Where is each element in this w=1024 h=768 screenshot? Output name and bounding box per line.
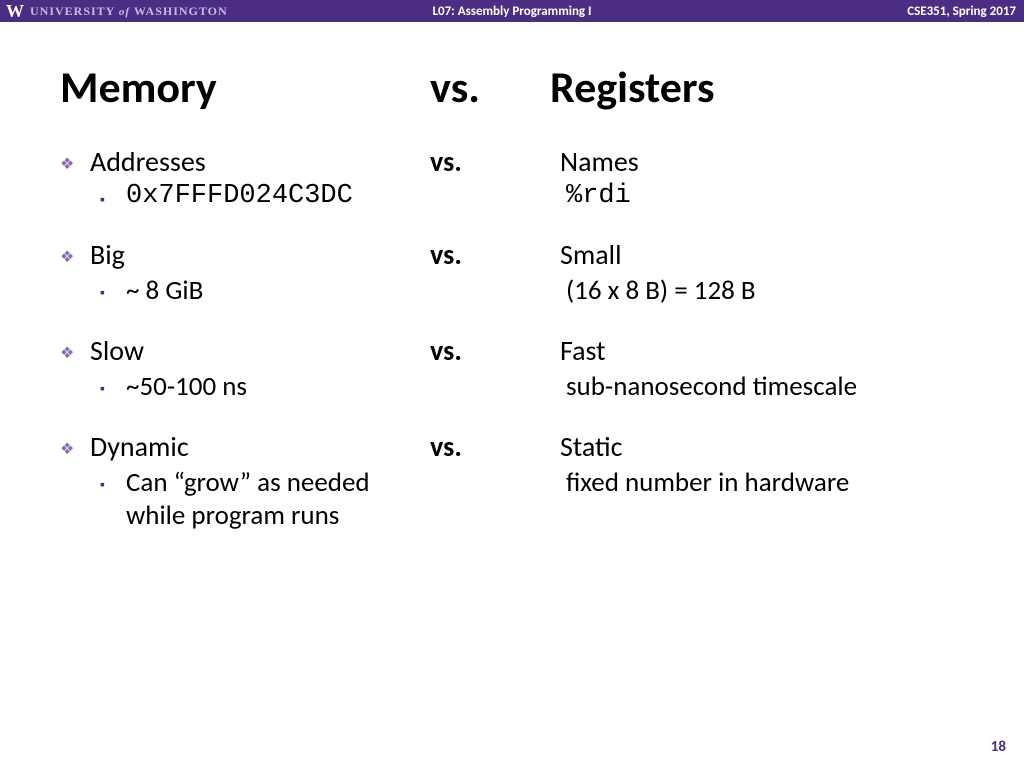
page-number: 18 (991, 738, 1006, 756)
diamond-bullet-icon: ❖ (60, 144, 90, 174)
slide-header: W UNIVERSITY of WASHINGTON L07: Assembly… (0, 0, 1024, 22)
cell-right: Names (560, 144, 964, 179)
title-left: Memory (60, 60, 430, 114)
sub-left: ~ 8 GiB (126, 274, 436, 307)
sub-right: sub-nanosecond timescale (566, 370, 964, 403)
square-bullet-icon: ▪ (96, 181, 126, 208)
square-bullet-icon: ▪ (96, 466, 126, 493)
cell-vs: vs. (430, 237, 560, 272)
cell-vs: vs. (430, 429, 560, 464)
diamond-bullet-icon: ❖ (60, 429, 90, 459)
diamond-bullet-icon: ❖ (60, 237, 90, 267)
slide-content: ❖ Addresses vs. Names ▪ 0x7FFFD024C3DC %… (0, 114, 1024, 532)
uw-text: UNIVERSITY of WASHINGTON (30, 4, 228, 19)
sub-right: fixed number in hardware (566, 466, 964, 499)
sub-right: %rdi (566, 181, 964, 211)
row-dynamic: ❖ Dynamic vs. Static ▪ Can “grow” as nee… (60, 429, 964, 532)
cell-vs: vs. (430, 144, 560, 179)
diamond-bullet-icon: ❖ (60, 333, 90, 363)
row-slow: ❖ Slow vs. Fast ▪ ~50-100 ns sub-nanosec… (60, 333, 964, 403)
title-vs: vs. (430, 60, 550, 114)
uw-of: of (119, 6, 130, 18)
cell-left: Slow (90, 333, 430, 368)
title-right: Registers (550, 60, 715, 114)
slide-title: Memory vs. Registers (0, 22, 1024, 114)
sub-left: 0x7FFFD024C3DC (126, 181, 436, 211)
sub-left: ~50-100 ns (126, 370, 436, 403)
cell-left: Dynamic (90, 429, 430, 464)
cell-vs: vs. (430, 333, 560, 368)
cell-left: Addresses (90, 144, 430, 179)
sub-right: (16 x 8 B) = 128 B (566, 274, 964, 307)
course-label: CSE351, Spring 2017 (907, 4, 1016, 19)
sub-left: Can “grow” as needed while program runs (126, 466, 436, 532)
row-addresses: ❖ Addresses vs. Names ▪ 0x7FFFD024C3DC %… (60, 144, 964, 211)
square-bullet-icon: ▪ (96, 370, 126, 397)
cell-right: Static (560, 429, 964, 464)
cell-right: Fast (560, 333, 964, 368)
cell-right: Small (560, 237, 964, 272)
cell-left: Big (90, 237, 430, 272)
uw-w-icon: W (6, 1, 24, 22)
lecture-title: L07: Assembly Programming I (432, 4, 591, 19)
uw-name: WASHINGTON (134, 4, 228, 18)
uw-logo: W UNIVERSITY of WASHINGTON (0, 1, 228, 22)
uw-prefix: UNIVERSITY (30, 4, 115, 18)
square-bullet-icon: ▪ (96, 274, 126, 301)
row-big: ❖ Big vs. Small ▪ ~ 8 GiB (16 x 8 B) = 1… (60, 237, 964, 307)
